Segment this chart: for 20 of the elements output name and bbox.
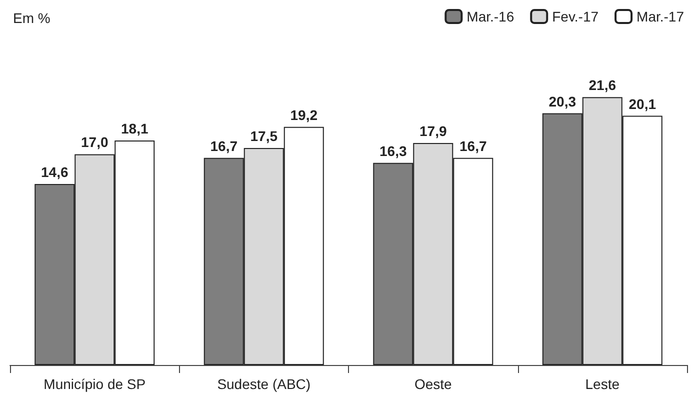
x-tick-label: Sudeste (ABC) <box>217 376 311 392</box>
data-label: 18,1 <box>121 120 148 137</box>
x-tick-label: Oeste <box>414 376 452 392</box>
legend-label: Fev.-17 <box>552 8 599 24</box>
data-label: 17,9 <box>420 123 447 140</box>
legend-label: Mar.-16 <box>466 8 514 24</box>
data-label: 20,1 <box>628 96 656 112</box>
data-label: 17,0 <box>81 134 108 150</box>
legend-label: Mar.-17 <box>636 8 684 24</box>
data-label: 17,5 <box>250 128 278 144</box>
data-label: 20,3 <box>548 93 576 110</box>
data-label: 16,3 <box>380 142 407 159</box>
data-label: 19,2 <box>290 106 318 123</box>
data-label: 21,6 <box>588 77 616 94</box>
text: Em % <box>13 10 50 26</box>
data-label: 16,7 <box>460 138 487 154</box>
data-label: 14,6 <box>41 164 68 180</box>
x-tick-label: Leste <box>585 376 620 392</box>
data-label: 16,7 <box>210 138 238 154</box>
x-tick-label: Município de SP <box>44 376 146 392</box>
